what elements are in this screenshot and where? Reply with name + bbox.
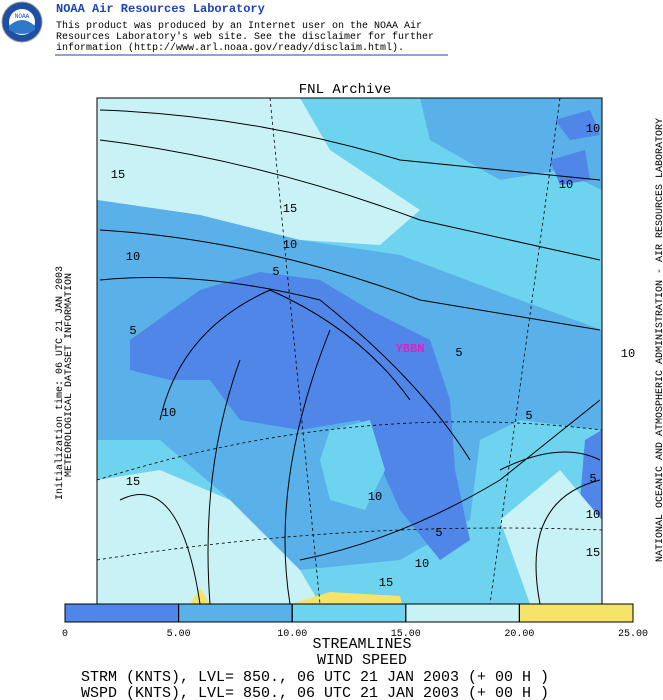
colorbar-tick-label: 0 <box>62 629 68 640</box>
colorbar-bin <box>405 603 520 623</box>
footer-line: WIND SPEED <box>317 652 407 669</box>
footer-line: WSPD (KNTS), LVL= 850., 06 UTC 21 JAN 20… <box>81 685 549 700</box>
contour-label: 15 <box>379 576 393 590</box>
contour-label: 15 <box>126 475 140 489</box>
contour-label: 5 <box>455 346 462 360</box>
side-label: METEOROLOGICAL DATASET INFORMATION <box>64 273 75 477</box>
colorbar-bin <box>178 603 293 623</box>
map-title: FNL Archive <box>299 82 391 98</box>
contour-label: 10 <box>283 238 297 252</box>
logo: NOAA <box>1 1 43 43</box>
colorbar-bin <box>518 603 634 623</box>
footer-line: STREAMLINES <box>312 636 411 653</box>
colorbar-bin <box>64 603 180 623</box>
colorbar: 0 5.00 10.00 15.00 20.00 25.00 <box>62 603 648 640</box>
contour-label: 10 <box>559 178 573 192</box>
contour-label: 15 <box>283 202 297 216</box>
header-title: NOAA Air Resources Laboratory <box>56 2 265 16</box>
contour-label: 5 <box>129 324 136 338</box>
contour-label: 5 <box>435 526 442 540</box>
disclaimer: This product was produced by an Internet… <box>56 20 422 32</box>
map <box>97 98 602 604</box>
station-label: YBBN <box>396 342 425 356</box>
contour-label: 15 <box>111 168 125 182</box>
contour-label: 10 <box>621 347 635 361</box>
contour-label: 10 <box>415 557 429 571</box>
contour-label: 10 <box>126 250 140 264</box>
contour-label: 5 <box>589 472 596 486</box>
contour-label: 5 <box>525 409 532 423</box>
footer-line: STRM (KNTS), LVL= 850., 06 UTC 21 JAN 20… <box>81 669 549 686</box>
contour-label: 10 <box>586 122 600 136</box>
contour-label: 10 <box>368 490 382 504</box>
colorbar-tick-label: 10.00 <box>277 629 307 640</box>
colorbar-bin <box>291 603 407 623</box>
colorbar-tick-label: 20.00 <box>504 629 534 640</box>
contour-label: 10 <box>162 406 176 420</box>
side-label: NATIONAL OCEANIC AND ATMOSPHERIC ADMINIS… <box>655 118 663 562</box>
disclaimer: information (http://www.arl.noaa.gov/rea… <box>56 42 404 54</box>
colorbar-tick-label: 5.00 <box>167 629 191 640</box>
disclaimer: Resources Laboratory's web site. See the… <box>56 31 434 43</box>
colorbar-tick-label: 25.00 <box>618 629 648 640</box>
contour-label: 5 <box>272 265 279 279</box>
colorbar-tick-label: 15.00 <box>391 629 421 640</box>
side-label: Initialization time: 06 UTC 21 JAN 2003 <box>54 266 66 500</box>
contour-label: 10 <box>586 508 600 522</box>
logo-text: NOAA <box>15 13 30 20</box>
contour-label: 15 <box>586 546 600 560</box>
